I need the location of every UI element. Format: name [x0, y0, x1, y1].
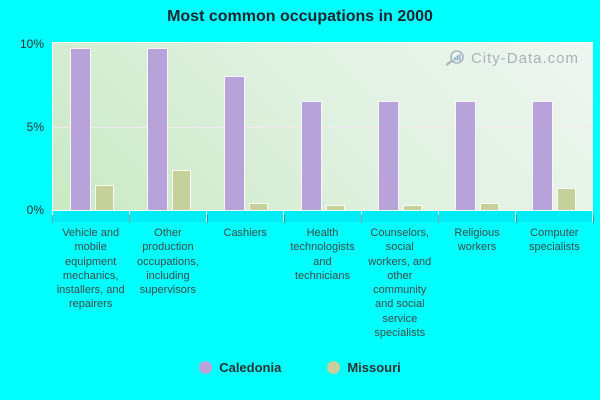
bar-missouri — [403, 205, 423, 210]
bar-group — [207, 43, 284, 210]
category-label: Computer specialists — [528, 227, 580, 254]
x-axis-tick — [129, 215, 131, 223]
legend-label: Caledonia — [219, 360, 282, 375]
bar-caledonia — [223, 76, 245, 210]
category-label: Other production occupations, including … — [137, 227, 199, 297]
axis-cell — [206, 211, 283, 222]
legend-marker-missouri — [327, 361, 341, 374]
gridline-5pct — [53, 126, 593, 128]
category-label: Religious workers — [454, 227, 500, 254]
x-axis-tick — [515, 215, 517, 223]
bar-missouri — [248, 203, 268, 210]
x-axis-tick — [283, 215, 285, 223]
bars-container — [53, 43, 593, 210]
y-axis-tick-label: 5% — [26, 120, 44, 134]
axis-cell — [360, 211, 438, 222]
bar-group — [284, 43, 361, 210]
watermark: City-Data.com — [445, 49, 579, 67]
legend: Caledonia Missouri — [0, 360, 600, 375]
bar-group — [130, 43, 207, 210]
bar-group — [439, 43, 516, 210]
bar-group — [516, 43, 593, 210]
legend-item-caledonia: Caledonia — [199, 360, 281, 375]
bar-missouri — [171, 169, 191, 210]
y-axis-tick-label: 10% — [19, 37, 44, 51]
legend-item-missouri: Missouri — [327, 360, 401, 375]
bar-missouri — [325, 205, 345, 210]
plot-area: City-Data.com — [52, 42, 593, 210]
axis-cell — [283, 211, 360, 222]
category-label: Vehicle and mobile equipment mechanics, … — [56, 227, 125, 311]
bar-missouri — [480, 203, 500, 210]
bar-caledonia — [300, 101, 322, 210]
bar-caledonia — [378, 101, 400, 210]
bar-missouri — [94, 184, 114, 210]
axis-cell — [52, 211, 129, 222]
x-axis-tick — [206, 215, 208, 223]
chart-title: Most common occupations in 2000 — [167, 8, 433, 25]
category-label: Counselors, social workers, and other co… — [368, 227, 432, 340]
watermark-text: City-Data.com — [470, 49, 579, 67]
bar-caledonia — [455, 101, 477, 210]
bar-missouri — [557, 188, 577, 210]
bar-caledonia — [532, 101, 554, 210]
bar-group — [362, 43, 439, 210]
bar-caledonia — [146, 48, 168, 210]
legend-marker-caledonia — [199, 361, 213, 374]
x-axis-strip — [52, 210, 593, 222]
x-axis-tick — [361, 215, 363, 223]
legend-label: Missouri — [347, 360, 401, 375]
category-label: Health technologists and technicians — [290, 227, 355, 282]
x-axis-tick — [593, 215, 594, 223]
category-label: Cashiers — [223, 227, 267, 239]
x-axis-tick — [52, 215, 53, 223]
y-axis-tick-label: 0% — [26, 203, 44, 217]
x-axis-labels: Vehicle and mobile equipment mechanics, … — [52, 226, 593, 340]
axis-cell — [129, 211, 206, 222]
x-axis-tick — [438, 215, 440, 223]
bar-group — [53, 43, 130, 210]
axis-cell — [437, 211, 515, 222]
bar-caledonia — [69, 48, 91, 210]
magnifier-chart-icon — [445, 49, 467, 67]
axis-cell — [514, 211, 593, 222]
